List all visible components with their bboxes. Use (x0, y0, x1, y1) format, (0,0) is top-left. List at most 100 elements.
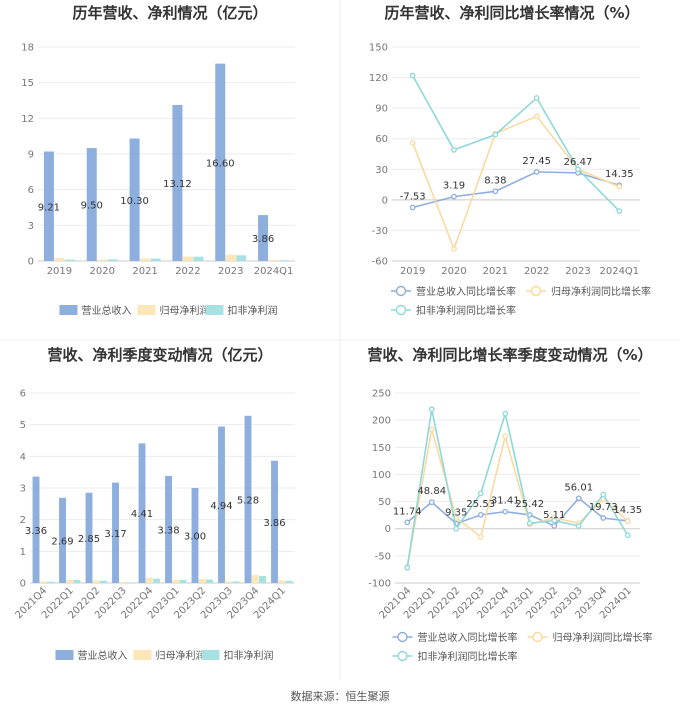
line-data-label: 25.53 (466, 499, 495, 510)
bar-data-label: 2.85 (78, 534, 100, 545)
bar-营业总收入 (85, 492, 93, 583)
bar-data-label: 3.17 (104, 529, 126, 540)
x-tick-label: 2020 (441, 266, 466, 277)
bar-归母净利润 (198, 578, 206, 583)
bar-扣非净利润 (236, 255, 247, 261)
legend-label: 归母净利润同比增长率 (551, 285, 651, 298)
x-tick-label: 2024Q1 (254, 266, 294, 277)
line-data-label: 11.74 (393, 506, 422, 517)
line-data-label: 27.45 (522, 156, 551, 167)
y-tick-label: 250 (372, 389, 391, 400)
x-tick-label: 2021 (483, 266, 508, 277)
point-扣非净利润同比增长率 (533, 95, 540, 101)
y-tick-label: 0 (28, 257, 34, 268)
x-tick-label: 2023 (565, 266, 590, 277)
y-tick-label: 0 (382, 195, 388, 206)
point-扣非净利润同比增长率 (526, 520, 533, 527)
bar-营业总收入 (244, 415, 252, 583)
y-tick-label: 12 (21, 114, 34, 125)
legend-marker (530, 285, 542, 297)
y-tick-label: 9 (28, 150, 34, 161)
y-tick-label: 120 (369, 73, 388, 84)
bar-data-label: 9.50 (81, 201, 103, 212)
bar-data-label: 3.00 (184, 532, 206, 543)
bar-归母净利润 (97, 259, 108, 261)
quarterly-revenue-profit-chart: 营收、净利季度变动情况（亿元）01234562021Q42022Q12022Q2… (14, 346, 295, 662)
point-归母净利润同比增长率 (451, 245, 457, 252)
point-扣非净利润同比增长率 (575, 166, 581, 173)
point-扣非净利润同比增长率 (600, 491, 607, 498)
bar-归母净利润 (39, 581, 47, 583)
x-tick-label: 2022 (524, 266, 549, 277)
bar-归母净利润 (119, 582, 127, 583)
line-data-label: 9.35 (445, 508, 467, 519)
chart-title: 营收、净利同比增长率季度变动情况（%） (367, 346, 652, 364)
bar-营业总收入 (32, 476, 40, 583)
point-归母净利润同比增长率 (502, 433, 509, 440)
bar-扣非净利润 (126, 582, 134, 584)
line-data-label: 14.35 (605, 169, 634, 180)
bar-data-label: 2.69 (51, 536, 73, 547)
x-tick-label: 2023 (218, 266, 243, 277)
y-tick-label: -100 (368, 579, 391, 590)
legend-label: 扣非净利润 (228, 304, 278, 317)
bar-归母净利润 (278, 580, 286, 583)
line-data-label: 56.01 (564, 482, 593, 493)
bar-扣非净利润 (100, 580, 107, 583)
point-扣非净利润同比增长率 (551, 517, 558, 524)
bar-data-label: 3.38 (157, 525, 179, 536)
line-扣非净利润同比增长率 (406, 409, 629, 568)
legend-swatch (59, 305, 78, 315)
bar-营业总收入 (129, 138, 140, 261)
point-归母净利润同比增长率 (428, 426, 435, 433)
bar-营业总收入 (218, 426, 225, 583)
bar-归母净利润 (268, 260, 279, 261)
legend: 营业总收入 归母净利润 扣非净利润 (59, 304, 278, 317)
point-营业总收入同比增长率 (404, 519, 411, 526)
bar-归母净利润 (140, 258, 151, 261)
legend-marker (395, 304, 407, 316)
bar-扣非净利润 (73, 579, 81, 583)
bar-扣非净利润 (179, 579, 187, 583)
bar-归母净利润 (225, 581, 233, 583)
point-营业总收入同比增长率 (533, 169, 540, 175)
y-tick-label: -50 (375, 551, 391, 562)
bar-扣非净利润 (279, 260, 290, 261)
point-营业总收入同比增长率 (575, 495, 582, 502)
point-扣非净利润同比增长率 (428, 406, 435, 413)
y-tick-label: 90 (375, 104, 388, 115)
legend-label: 营业总收入同比增长率 (418, 631, 518, 644)
annual-growth-rate-chart: 历年营收、净利同比增长率情况（%） -60 -30 0 30 60 90 120 150 2019… (369, 4, 651, 317)
bar-data-label: 9.21 (38, 202, 60, 213)
bar-营业总收入 (191, 488, 199, 583)
quarterly-growth-rate-chart: 营收、净利同比增长率季度变动情况（%） -100 -50 0 50 100 150 200 25… (367, 346, 652, 663)
line-data-label: 5.11 (543, 510, 565, 521)
bar-归母净利润 (182, 256, 193, 261)
bar-营业总收入 (43, 151, 54, 261)
y-tick-label: 150 (372, 443, 391, 454)
point-扣非净利润同比增长率 (575, 523, 582, 529)
y-tick-label: 0 (385, 524, 391, 535)
bar-扣非净利润 (193, 256, 204, 261)
bar-归母净利润 (66, 579, 74, 583)
data-source-note: 数据来源：恒生聚源 (291, 689, 390, 703)
bar-扣非净利润 (47, 581, 54, 583)
legend-marker (532, 631, 543, 643)
bar-归母净利润 (54, 258, 65, 261)
bar-data-label: 5.28 (237, 495, 259, 506)
bar-营业总收入 (138, 443, 146, 583)
legend-label: 归母净利润 (160, 304, 210, 317)
bar-扣非净利润 (150, 258, 161, 261)
y-tick-label: 3 (28, 221, 34, 232)
point-扣非净利润同比增长率 (451, 147, 457, 153)
line-data-label: 8.38 (484, 175, 506, 186)
x-tick-label: 2020 (90, 266, 115, 277)
line-data-label: 31.41 (491, 496, 520, 507)
line-营业总收入同比增长率 (412, 171, 620, 209)
legend-swatch (137, 305, 156, 315)
x-tick-label: 2019 (47, 266, 72, 277)
legend-label: 归母净利润同比增长率 (553, 631, 653, 644)
line-data-label: 26.47 (564, 157, 593, 168)
